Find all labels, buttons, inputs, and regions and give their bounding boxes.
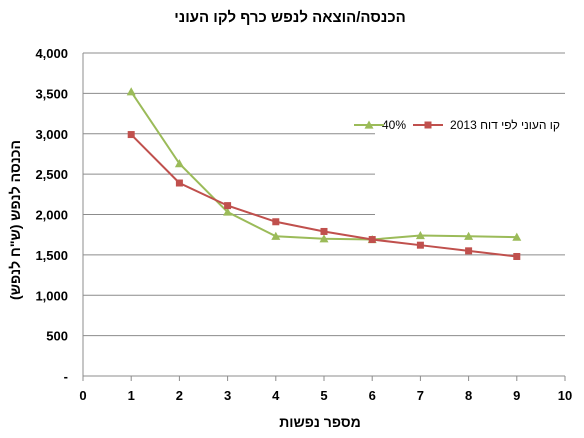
x-tick-label: 8 [465, 388, 472, 403]
data-point [513, 252, 521, 260]
x-tick-label: 2 [176, 388, 183, 403]
data-point [319, 234, 329, 243]
x-axis-label: מספר נפשות [279, 414, 361, 430]
y-axis-label: הכנסה לנפש (ש"ח לנפש) [7, 140, 23, 300]
x-tick-label: 9 [513, 388, 520, 403]
legend-marker [424, 121, 432, 129]
data-point [126, 87, 136, 96]
y-tick-label: 1,000 [35, 288, 68, 303]
series-line [130, 91, 517, 241]
data-point [320, 227, 328, 235]
data-point [175, 179, 183, 187]
axes: - 500 1,000 1,500 2,000 2,500 3,000 3,500 4,000 0… [35, 46, 572, 403]
data-point [223, 207, 233, 216]
data-point [272, 218, 280, 226]
y-tick-label: 3,500 [35, 86, 68, 101]
x-tick-label: 4 [272, 388, 280, 403]
data-point [368, 236, 376, 244]
data-point [127, 131, 135, 139]
data-point [415, 230, 425, 240]
y-tick-label: 500 [46, 329, 68, 344]
series-lines [126, 87, 522, 260]
x-tick-label: 0 [79, 388, 86, 403]
data-point [174, 159, 184, 168]
data-point [465, 247, 473, 255]
data-point [224, 202, 232, 210]
data-point [464, 231, 474, 240]
x-tick-label: 5 [320, 388, 327, 403]
data-point [512, 232, 522, 241]
y-tick-label: 2,500 [35, 167, 68, 182]
y-tick-label: - [64, 369, 68, 384]
y-tick-label: 3,000 [35, 127, 68, 142]
data-point [271, 231, 281, 240]
x-tick-label: 10 [558, 388, 572, 403]
chart-title: הכנסה/הוצאה לנפש כרף לקו העוני [174, 9, 406, 26]
legend-label: קו העוני לפי דוח 2013 [450, 118, 560, 132]
y-tick-label: 2,000 [35, 208, 68, 223]
x-tick-label: 7 [417, 388, 424, 403]
x-tick-label: 6 [369, 388, 376, 403]
x-tick-label: 3 [224, 388, 231, 403]
legend-marker [364, 120, 374, 129]
y-tick-label: 4,000 [35, 46, 68, 61]
x-tick-label: 1 [128, 388, 135, 403]
legend: קו העוני לפי דוח 2013 40% [354, 118, 560, 132]
data-point [416, 241, 424, 249]
gridlines [83, 52, 565, 337]
y-tick-label: 1,500 [35, 248, 68, 263]
legend-label: 40% [382, 118, 406, 132]
